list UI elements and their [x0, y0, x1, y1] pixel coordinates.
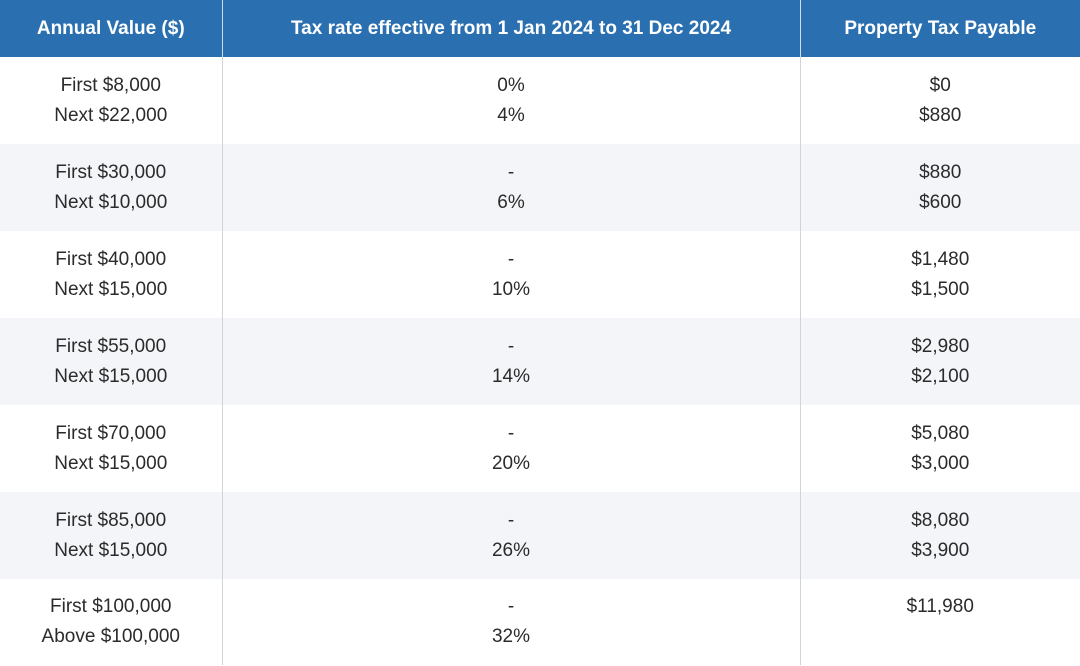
table-row: First $30,000 Next $10,000 - 6% $880 $600: [0, 144, 1080, 231]
annual-value-cell: First $8,000 Next $22,000: [0, 57, 222, 144]
annual-value-cell-line: First $55,000: [55, 335, 167, 357]
tax-payable-cell: $5,080 $3,000: [799, 405, 1080, 492]
tax-payable-cell-line: $3,900: [911, 539, 970, 561]
table-row: First $8,000 Next $22,000 0% 4% $0 $880: [0, 57, 1080, 144]
tax-rate-cell-line: 10%: [491, 278, 531, 300]
table-row: First $55,000 Next $15,000 - 14% $2,980 $2,10…: [0, 318, 1080, 405]
annual-value-cell-line: Next $10,000: [54, 191, 168, 213]
header-tax-rate: Tax rate effective from 1 Jan 2024 to 31…: [221, 0, 800, 57]
table-row: First $100,000 Above $100,000 - 32% $11,980: [0, 579, 1080, 665]
annual-value-cell: First $100,000 Above $100,000: [0, 579, 222, 665]
annual-value-cell-line: First $30,000: [55, 161, 167, 183]
tax-payable-cell: $1,480 $1,500: [799, 231, 1080, 318]
tax-payable-cell: $0 $880: [799, 57, 1080, 144]
tax-payable-cell-line: $2,100: [911, 365, 970, 387]
tax-payable-cell-line: $1,480: [911, 248, 970, 270]
tax-payable-cell-line: $1,500: [911, 278, 970, 300]
tax-rate-cell-line: -: [507, 509, 515, 531]
table-row: First $70,000 Next $15,000 - 20% $5,080 $3,00…: [0, 405, 1080, 492]
annual-value-cell-line: Next $15,000: [54, 278, 168, 300]
tax-payable-cell-line: $2,980: [911, 335, 970, 357]
tax-payable-cell-line: $880: [919, 104, 962, 126]
annual-value-cell-line: First $85,000: [55, 509, 167, 531]
annual-value-cell: First $85,000 Next $15,000: [0, 492, 222, 579]
tax-rate-cell: - 26%: [221, 492, 800, 579]
header-tax-payable: Property Tax Payable: [799, 0, 1080, 57]
tax-rate-cell-line: 14%: [491, 365, 531, 387]
tax-payable-cell: $880 $600: [799, 144, 1080, 231]
tax-rate-cell: 0% 4%: [221, 57, 800, 144]
tax-rate-cell-line: -: [507, 335, 515, 357]
tax-payable-cell: $8,080 $3,900: [799, 492, 1080, 579]
tax-payable-cell-line: $600: [919, 191, 962, 213]
annual-value-cell-line: Next $15,000: [54, 365, 168, 387]
annual-value-cell-line: First $8,000: [60, 74, 161, 96]
tax-rate-cell-line: 0%: [497, 74, 525, 96]
tax-rate-cell-line: -: [507, 596, 515, 617]
tax-rate-cell: - 10%: [221, 231, 800, 318]
tax-rate-cell-line: -: [507, 161, 515, 183]
tax-rate-cell-line: 6%: [497, 191, 525, 213]
tax-rate-cell-line: -: [507, 422, 515, 444]
tax-payable-cell: $2,980 $2,100: [799, 318, 1080, 405]
annual-value-cell-line: First $70,000: [55, 422, 167, 444]
annual-value-cell: First $70,000 Next $15,000: [0, 405, 222, 492]
table-row: First $40,000 Next $15,000 - 10% $1,480 $1,50…: [0, 231, 1080, 318]
tax-payable-cell-line: $0: [929, 74, 951, 96]
tax-rate-cell: - 32%: [221, 579, 800, 665]
annual-value-cell-line: Next $15,000: [54, 539, 168, 561]
header-annual-value: Annual Value ($): [0, 0, 222, 57]
annual-value-cell: First $55,000 Next $15,000: [0, 318, 222, 405]
tax-rate-cell: - 14%: [221, 318, 800, 405]
tax-payable-cell-line: $8,080: [911, 509, 970, 531]
tax-payable-cell-line: $880: [919, 161, 962, 183]
annual-value-cell: First $30,000 Next $10,000: [0, 144, 222, 231]
annual-value-cell-line: First $40,000: [55, 248, 167, 270]
annual-value-cell-line: First $100,000: [50, 596, 172, 617]
tax-rate-cell-line: 32%: [491, 626, 531, 647]
annual-value-cell-line: Above $100,000: [41, 626, 180, 647]
tax-rate-cell-line: -: [507, 248, 515, 270]
table-row: First $85,000 Next $15,000 - 26% $8,080 $3,90…: [0, 492, 1080, 579]
annual-value-cell: First $40,000 Next $15,000: [0, 231, 222, 318]
tax-payable-cell-line: $11,980: [906, 596, 974, 617]
table-header: Annual Value ($) Tax rate effective from…: [0, 0, 1080, 57]
header-row: Annual Value ($) Tax rate effective from…: [0, 0, 1080, 57]
annual-value-cell-line: Next $15,000: [54, 452, 168, 474]
tax-payable-cell: $11,980: [799, 579, 1080, 665]
tax-payable-cell-line: $3,000: [911, 452, 970, 474]
tax-rate-cell-line: 26%: [491, 539, 531, 561]
tax-rate-cell-line: 20%: [491, 452, 531, 474]
tax-rate-cell: - 6%: [221, 144, 800, 231]
tax-rate-cell-line: 4%: [497, 104, 525, 126]
tax-rate-cell: - 20%: [221, 405, 800, 492]
tax-payable-cell-line: [801, 622, 1080, 652]
tax-payable-cell-line: $5,080: [911, 422, 970, 444]
table-body: First $8,000 Next $22,000 0% 4% $0 $880 First …: [0, 57, 1080, 665]
annual-value-cell-line: Next $22,000: [54, 104, 168, 126]
